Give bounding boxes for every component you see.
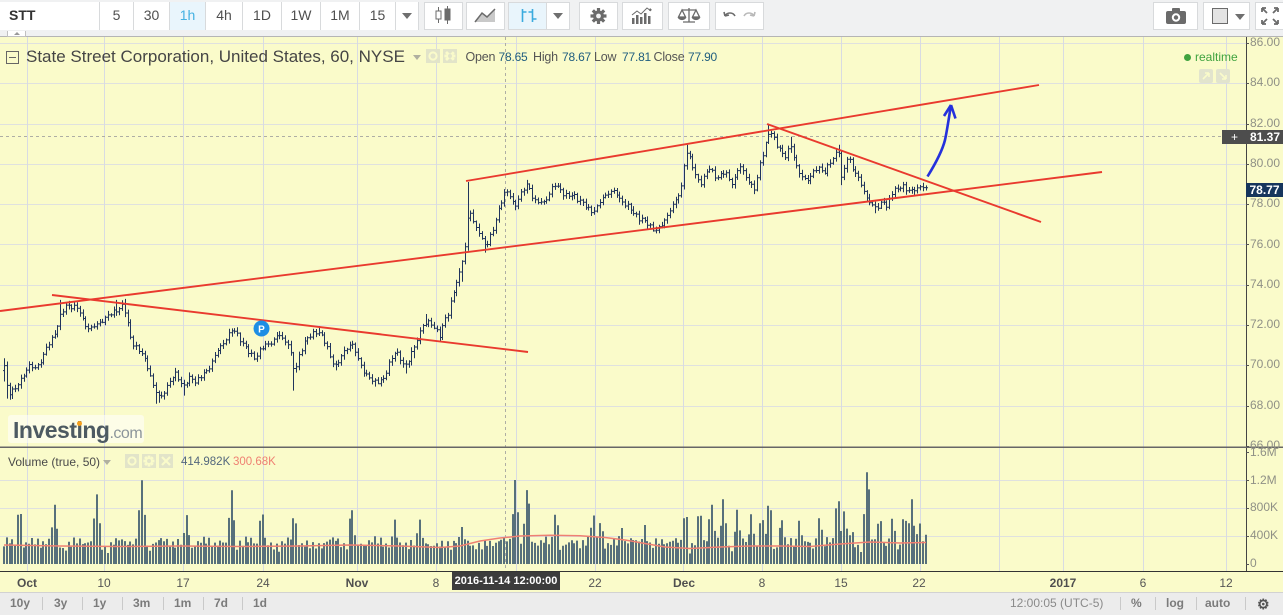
svg-text:P: P	[258, 325, 265, 336]
